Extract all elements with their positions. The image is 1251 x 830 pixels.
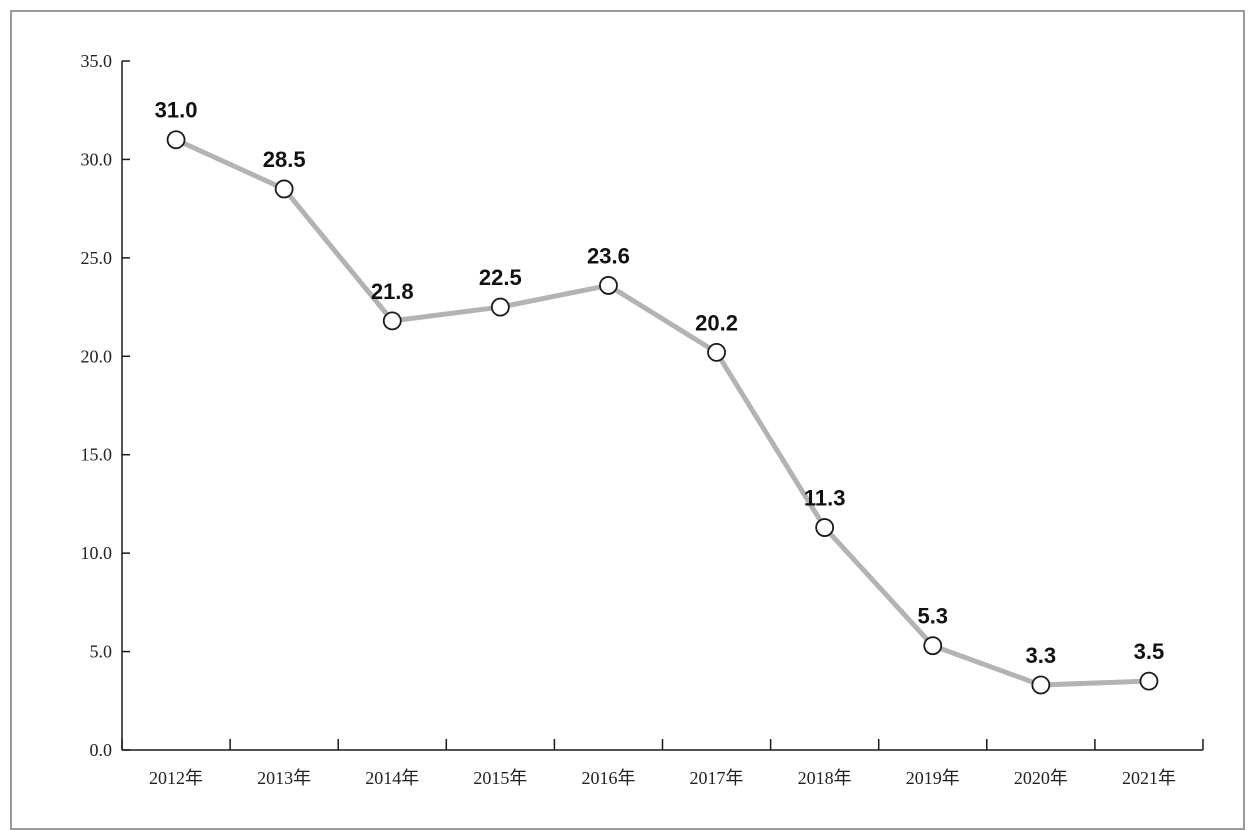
y-tick-label: 25.0 bbox=[81, 248, 113, 268]
x-tick-label: 2020年 bbox=[1014, 768, 1068, 788]
data-label: 11.3 bbox=[804, 486, 846, 511]
series-line bbox=[173, 137, 1152, 688]
x-tick-label: 2014年 bbox=[365, 768, 419, 788]
x-tick-label: 2012年 bbox=[149, 768, 203, 788]
x-tick-label: 2015年 bbox=[473, 768, 527, 788]
data-label: 21.8 bbox=[371, 279, 414, 304]
y-tick-label: 10.0 bbox=[81, 543, 113, 563]
data-label: 3.3 bbox=[1026, 643, 1057, 668]
x-tick-label: 2021年 bbox=[1122, 768, 1176, 788]
x-axis: 2012年 2013年 2014年 2015年 2016年 2017年 2018年 2019年… bbox=[121, 739, 1204, 788]
y-tick-label: 30.0 bbox=[81, 149, 113, 169]
data-point bbox=[1031, 675, 1051, 695]
y-axis: 0.0 5.0 10.0 15.0 20.0 25.0 30.0 35.0 bbox=[81, 51, 130, 760]
x-tick-label: 2016年 bbox=[581, 768, 635, 788]
data-point bbox=[166, 130, 186, 150]
data-point bbox=[1139, 671, 1159, 691]
y-tick-label: 5.0 bbox=[90, 642, 113, 662]
data-label: 3.5 bbox=[1134, 639, 1165, 664]
data-label: 22.5 bbox=[479, 265, 522, 290]
data-label: 23.6 bbox=[587, 243, 630, 268]
data-label: 31.0 bbox=[155, 98, 198, 123]
y-tick-label: 0.0 bbox=[90, 740, 113, 760]
data-label: 5.3 bbox=[917, 604, 948, 629]
x-tick-label: 2013年 bbox=[257, 768, 311, 788]
x-tick-label: 2019年 bbox=[906, 768, 960, 788]
data-point bbox=[382, 311, 402, 331]
y-tick-label: 15.0 bbox=[81, 445, 113, 465]
data-point bbox=[490, 297, 510, 317]
data-point bbox=[923, 636, 943, 656]
series-group bbox=[166, 130, 1159, 695]
x-tick-label: 2017年 bbox=[690, 768, 744, 788]
data-point bbox=[707, 342, 726, 362]
y-tick-label: 20.0 bbox=[81, 346, 113, 366]
y-tick-label: 35.0 bbox=[81, 51, 113, 71]
data-label: 28.5 bbox=[263, 147, 306, 172]
data-label: 20.2 bbox=[695, 310, 738, 335]
data-point bbox=[274, 179, 294, 199]
data-point bbox=[815, 518, 835, 537]
data-point bbox=[599, 276, 618, 295]
data-labels: 31.0 28.5 21.8 22.5 23.6 20.2 11.3 5.3 3.3 3.5 bbox=[155, 98, 1165, 668]
x-tick-label: 2018年 bbox=[798, 768, 852, 788]
